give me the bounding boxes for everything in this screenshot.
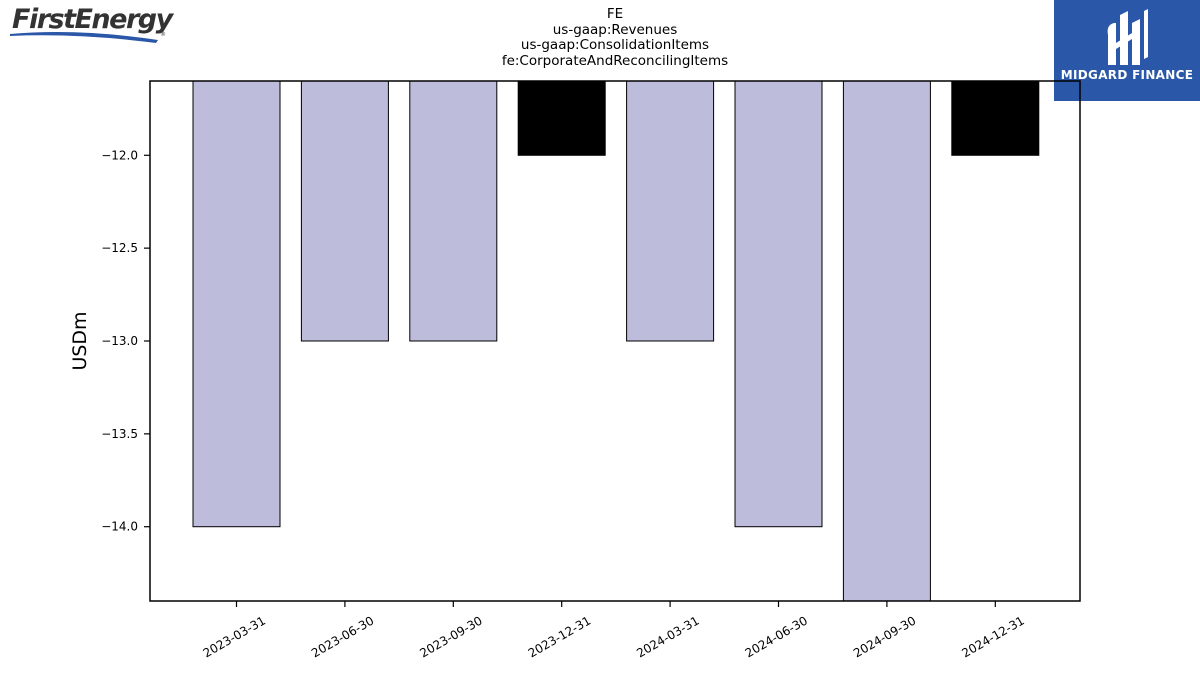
chart-title: FE us-gaap:Revenues us-gaap:Consolidatio… <box>415 6 815 69</box>
y-tick-label: −14.0 <box>101 520 138 534</box>
firstenergy-logo-text: FirstEnergy <box>12 4 173 35</box>
bar-2023-12-31 <box>517 80 606 156</box>
x-tick-label: 2023-09-30 <box>417 613 484 660</box>
plot-frame <box>149 80 1081 602</box>
bar-2023-06-30 <box>300 80 389 342</box>
x-tick-label: 2023-12-31 <box>526 613 593 660</box>
bar-2023-09-30 <box>409 80 498 342</box>
x-tick-label: 2024-03-31 <box>634 613 701 660</box>
y-tick-label: −13.5 <box>101 427 138 441</box>
x-tick-label: 2024-12-31 <box>959 613 1026 660</box>
x-tick-label: 2023-06-30 <box>309 613 376 660</box>
bar-2024-09-30 <box>842 80 931 602</box>
midgard-finance-logo: MIDGARD FINANCE <box>1054 0 1200 101</box>
title-line-concept: us-gaap:Revenues <box>552 21 678 38</box>
y-tick-label: −13.0 <box>101 334 138 348</box>
midgard-monogram-icon <box>1107 9 1148 65</box>
bar-2024-12-31 <box>951 80 1040 156</box>
bar-2024-06-30 <box>734 80 823 528</box>
title-line-axis: us-gaap:ConsolidationItems <box>520 37 710 53</box>
x-tick-label: 2024-09-30 <box>851 613 918 660</box>
firstenergy-swoosh-icon: ® <box>10 31 166 43</box>
y-tick-label: −12.5 <box>101 241 138 255</box>
firstenergy-logo: FirstEnergy ® <box>8 4 173 46</box>
midgard-finance-logo-text: MIDGARD FINANCE <box>1060 68 1194 82</box>
svg-text:®: ® <box>160 31 166 38</box>
title-line-member: fe:CorporateAndReconcilingItems <box>501 52 729 69</box>
title-line-ticker: FE <box>606 6 624 22</box>
x-tick-label: 2024-06-30 <box>743 613 810 660</box>
bar-2023-03-31 <box>192 80 281 528</box>
y-tick-label: −12.0 <box>101 148 138 162</box>
x-tick-label: 2023-03-31 <box>201 613 268 660</box>
bar-2024-03-31 <box>626 80 715 342</box>
